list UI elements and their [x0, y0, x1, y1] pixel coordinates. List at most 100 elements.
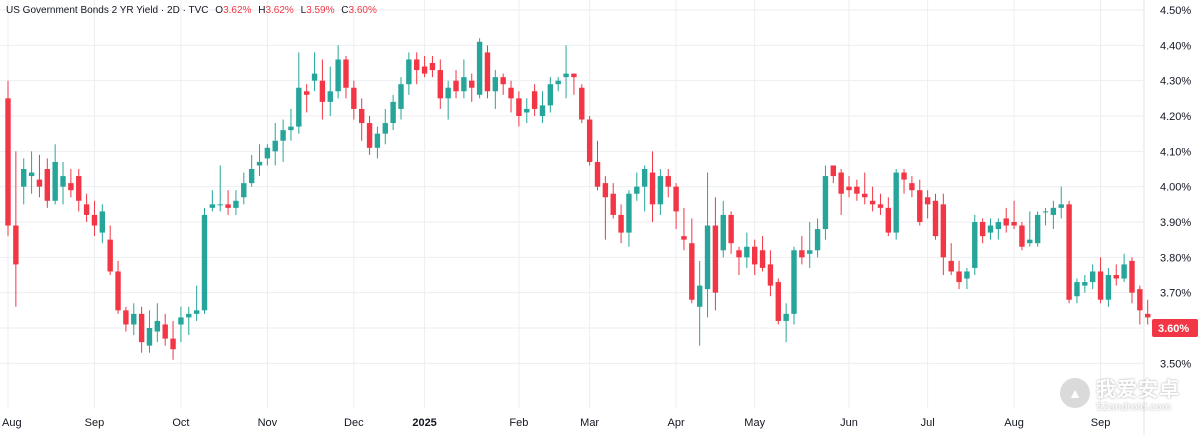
candle-body	[1121, 264, 1127, 279]
price-tick-label: 3.70%	[1160, 288, 1191, 300]
candle-body	[233, 200, 239, 208]
candle-body	[201, 214, 208, 311]
candle-body	[555, 80, 561, 85]
candle-body	[303, 91, 310, 95]
candle-body	[68, 183, 74, 191]
candle-body	[924, 197, 931, 205]
candle-body	[1137, 289, 1143, 311]
high-value: 3.62%	[265, 5, 294, 16]
candle-body	[885, 207, 892, 233]
candle-body	[610, 193, 616, 215]
candle-body	[52, 161, 58, 201]
candle-body	[492, 77, 499, 92]
candle-body	[579, 87, 585, 120]
candle-body	[414, 59, 420, 71]
candle-body	[720, 214, 726, 251]
candle-body	[673, 186, 679, 212]
candle-body	[767, 264, 774, 286]
price-axis[interactable]: 4.50% 4.40% 4.30% 4.20% 4.10% 4.00% 3.90% 3.80%…	[1160, 5, 1191, 370]
candle-body	[115, 271, 121, 311]
candle-body	[1027, 239, 1033, 244]
price-tick-label: 3.50%	[1160, 358, 1191, 370]
candle-body	[799, 250, 805, 258]
price-tick-label: 3.80%	[1160, 252, 1191, 264]
candle-body	[728, 214, 734, 244]
candle-body	[1129, 260, 1135, 293]
candle-body	[44, 169, 50, 201]
candle-body	[689, 243, 695, 300]
candle-body	[13, 225, 19, 265]
candle-body	[524, 108, 530, 113]
candle-body	[1074, 282, 1080, 297]
time-tick-label: Nov	[258, 417, 278, 429]
watermark-logo-icon: ▲	[1060, 378, 1090, 408]
candle-body	[681, 236, 687, 240]
candle-body	[296, 87, 302, 127]
candle-body	[398, 84, 404, 109]
candle-body	[1097, 271, 1104, 300]
candle-body	[272, 140, 278, 152]
candle-body	[814, 229, 821, 251]
time-tick-label: Dec	[344, 417, 364, 429]
candle-body	[1058, 204, 1064, 208]
candle-body	[209, 204, 216, 208]
time-axis[interactable]: Aug Sep Oct Nov Dec 2025 Feb Mar Apr May Jun Jul Aug…	[2, 417, 1110, 429]
open-label: O	[215, 5, 224, 16]
candle-body	[665, 176, 671, 187]
candle-body	[1011, 222, 1017, 226]
candle-body	[351, 87, 357, 109]
candle-body	[602, 183, 609, 198]
candle-body	[288, 126, 294, 131]
candle-body	[469, 80, 475, 88]
time-tick-label: 2025	[412, 417, 436, 429]
candle-body	[91, 214, 98, 226]
candle-body	[319, 80, 326, 102]
candle-body	[374, 133, 381, 148]
candle-body	[217, 204, 223, 206]
candle-body	[60, 176, 66, 187]
candle-body	[909, 183, 915, 191]
low-value: 3.59%	[306, 5, 335, 16]
candle-body	[406, 59, 412, 85]
candle-body	[327, 91, 333, 102]
candle-body	[987, 225, 994, 233]
candle-body	[421, 66, 428, 74]
candle-body	[838, 172, 844, 194]
candle-body	[193, 310, 200, 314]
candle-body	[972, 222, 978, 268]
candle-body	[99, 211, 106, 233]
candle-body	[76, 176, 82, 201]
candle-body	[846, 186, 852, 191]
candle-body	[445, 87, 451, 99]
open-value: 3.62%	[223, 5, 252, 16]
candle-body	[107, 239, 113, 272]
candle-body	[241, 183, 247, 198]
candle-body	[123, 310, 129, 325]
candle-body	[854, 186, 860, 194]
candle-body	[571, 73, 577, 78]
watermark: ▲ 我爱安卓 52android.com	[1060, 373, 1180, 413]
time-tick-label: Jul	[921, 417, 935, 429]
candle-body	[586, 119, 593, 162]
candle-body	[869, 200, 876, 205]
candle-body	[948, 260, 954, 272]
candle-body	[170, 338, 176, 350]
close-value: 3.60%	[348, 5, 377, 16]
symbol-title[interactable]: US Government Bonds 2 YR Yield · 2D · TV…	[6, 5, 209, 16]
watermark-subtitle: 52android.com	[1096, 402, 1172, 413]
candle-body	[382, 123, 388, 134]
candle-body	[964, 271, 970, 279]
candle-body	[1082, 282, 1088, 286]
candle-body	[36, 179, 43, 187]
time-tick-label: Aug	[2, 417, 22, 429]
candle-body	[366, 123, 373, 148]
candle-body	[500, 77, 506, 85]
low-label: L	[300, 5, 307, 16]
candle-body	[877, 204, 884, 208]
candle-body	[539, 105, 546, 116]
candle-body	[484, 52, 491, 92]
time-tick-label: Feb	[509, 417, 528, 429]
candle-body	[154, 320, 161, 332]
